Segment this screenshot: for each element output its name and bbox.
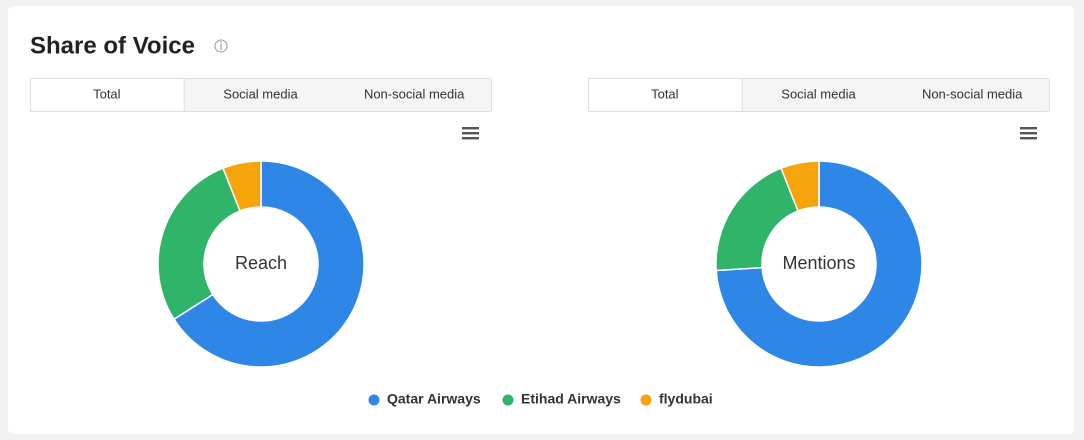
menu-icon[interactable] [1020, 127, 1037, 140]
tab[interactable]: Social media [781, 86, 856, 101]
tab[interactable]: Non-social media [364, 86, 465, 101]
info-icon[interactable] [214, 39, 228, 53]
title: Share of Voice [30, 32, 195, 59]
center-label: Reach [235, 253, 287, 273]
legend-marker [502, 394, 514, 406]
menu-icon[interactable] [462, 127, 479, 140]
tab[interactable]: Total [651, 86, 679, 101]
legend-label[interactable]: Etihad Airways [521, 391, 621, 407]
tab[interactable]: Social media [223, 86, 298, 101]
center-label: Mentions [782, 253, 855, 273]
legend-label[interactable]: Qatar Airways [387, 391, 481, 407]
donut-slice[interactable] [780, 160, 820, 212]
donut-slice[interactable] [172, 160, 365, 368]
legend-marker [640, 394, 652, 406]
legend-label[interactable]: flydubai [659, 391, 713, 407]
legend-marker [368, 394, 380, 406]
donut-slice[interactable] [715, 160, 923, 368]
tab[interactable]: Non-social media [922, 86, 1023, 101]
donut-slice[interactable] [157, 167, 241, 321]
donut-slice[interactable] [222, 160, 262, 212]
tab-active [30, 78, 185, 112]
tab[interactable]: Total [93, 86, 121, 101]
tab-active [588, 78, 743, 112]
